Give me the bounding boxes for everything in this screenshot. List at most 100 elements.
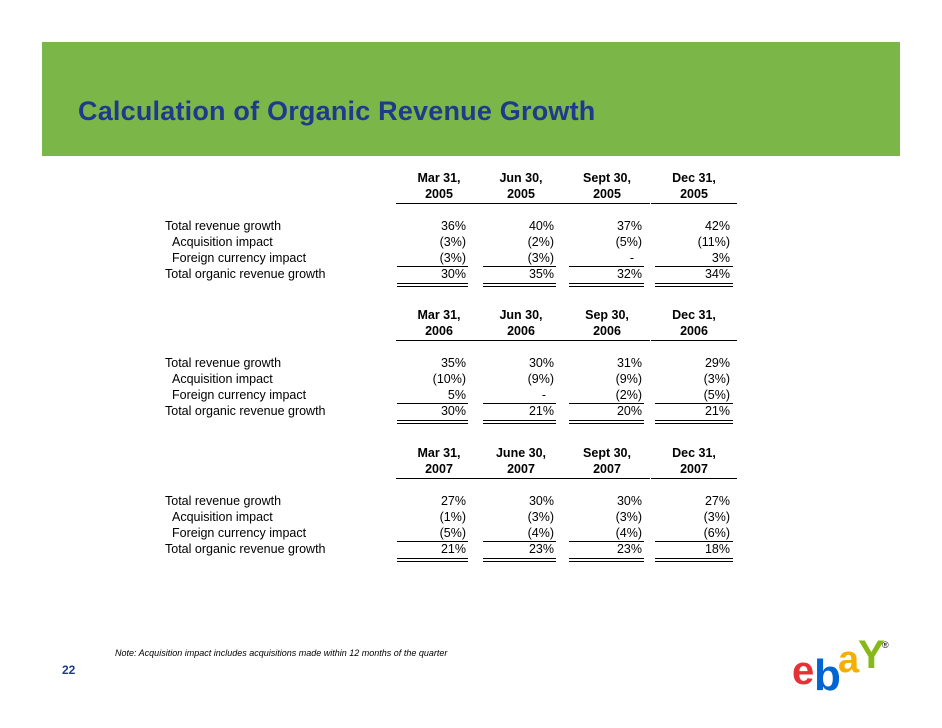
header-period: Mar 31, (417, 308, 461, 322)
row-label: Foreign currency impact (172, 388, 307, 402)
subtotal-rule (655, 403, 733, 404)
cell-value: (3%) (439, 235, 466, 249)
cell-value: 23% (616, 542, 642, 556)
row-label: Acquisition impact (172, 235, 273, 249)
column-header: Dec 31, 2005 (651, 170, 737, 204)
row-label: Total organic revenue growth (165, 542, 326, 556)
total-double-rule (483, 558, 556, 562)
subtotal-rule (397, 541, 468, 542)
column-header: Sept 30, 2005 (564, 170, 650, 204)
header-period: Mar 31, (417, 446, 461, 460)
cell-value: (3%) (615, 510, 642, 524)
table-row: Total revenue growth 35% 30% 31% 29% (0, 355, 942, 371)
header-period: Dec 31, (672, 446, 716, 460)
cell-value: (5%) (703, 388, 730, 402)
total-double-rule (569, 420, 644, 424)
header-period: June 30, (495, 446, 547, 460)
cell-value: 5% (447, 388, 466, 402)
cell-value: (3%) (703, 510, 730, 524)
cell-value: - (541, 388, 546, 402)
table-row: Foreign currency impact 5% - (2%) (5%) (0, 387, 942, 403)
header-period: Jun 30, (499, 171, 543, 185)
header-year: 2007 (396, 461, 482, 479)
column-header: Dec 31, 2006 (651, 307, 737, 341)
title-banner (42, 42, 900, 156)
cell-value: (1%) (439, 510, 466, 524)
subtotal-rule (483, 541, 556, 542)
registered-mark: ® (882, 640, 889, 650)
cell-value: 32% (616, 267, 642, 281)
header-year: 2007 (478, 461, 564, 479)
cell-value: 27% (704, 494, 730, 508)
logo-letter-a: a (838, 639, 860, 681)
cell-value: (5%) (615, 235, 642, 249)
cell-value: (2%) (527, 235, 554, 249)
cell-value: 36% (440, 219, 466, 233)
header-period: Sep 30, (585, 308, 629, 322)
row-label: Foreign currency impact (172, 526, 307, 540)
cell-value: 31% (616, 356, 642, 370)
row-label: Total organic revenue growth (165, 267, 326, 281)
cell-value: (3%) (703, 372, 730, 386)
subtotal-rule (397, 403, 468, 404)
subtotal-rule (569, 266, 644, 267)
cell-value: 21% (440, 542, 466, 556)
logo-letter-b: b (814, 651, 841, 694)
cell-value: 3% (711, 251, 730, 265)
cell-value: 27% (440, 494, 466, 508)
subtotal-rule (397, 266, 468, 267)
header-year: 2006 (564, 323, 650, 341)
cell-value: 29% (704, 356, 730, 370)
cell-value: (9%) (615, 372, 642, 386)
header-period: Dec 31, (672, 171, 716, 185)
header-year: 2005 (651, 186, 737, 204)
column-header: Jun 30, 2005 (478, 170, 564, 204)
row-label: Foreign currency impact (172, 251, 307, 265)
cell-value: 34% (704, 267, 730, 281)
subtotal-rule (483, 403, 556, 404)
cell-value: (6%) (703, 526, 730, 540)
cell-value: 30% (616, 494, 642, 508)
column-header: June 30, 2007 (478, 445, 564, 479)
total-double-rule (483, 420, 556, 424)
subtotal-rule (569, 541, 644, 542)
cell-value: (3%) (439, 251, 466, 265)
logo-letter-y: Y (858, 633, 885, 677)
cell-value: (10%) (432, 372, 466, 386)
cell-value: 20% (616, 404, 642, 418)
table-row: Foreign currency impact (3%) (3%) - 3% (0, 250, 942, 266)
header-period: Jun 30, (499, 308, 543, 322)
total-double-rule (483, 283, 556, 287)
column-header: Mar 31, 2006 (396, 307, 482, 341)
header-period: Sept 30, (583, 171, 631, 185)
header-year: 2007 (564, 461, 650, 479)
row-label: Total revenue growth (165, 356, 282, 370)
table-row: Total revenue growth 36% 40% 37% 42% (0, 218, 942, 234)
column-header: Jun 30, 2006 (478, 307, 564, 341)
table-row: Total organic revenue growth 21% 23% 23%… (0, 541, 942, 557)
cell-value: (4%) (527, 526, 554, 540)
cell-value: (3%) (527, 251, 554, 265)
total-double-rule (655, 420, 733, 424)
cell-value: (3%) (527, 510, 554, 524)
table-row: Acquisition impact (1%) (3%) (3%) (3%) (0, 509, 942, 525)
cell-value: 40% (528, 219, 554, 233)
total-double-rule (397, 420, 468, 424)
table-row: Foreign currency impact (5%) (4%) (4%) (… (0, 525, 942, 541)
row-label: Total revenue growth (165, 219, 282, 233)
subtotal-rule (569, 403, 644, 404)
header-period: Mar 31, (417, 171, 461, 185)
cell-value: 21% (528, 404, 554, 418)
cell-value: 30% (440, 404, 466, 418)
total-double-rule (397, 558, 468, 562)
cell-value: (2%) (615, 388, 642, 402)
total-double-rule (655, 558, 733, 562)
cell-value: 30% (528, 356, 554, 370)
total-double-rule (655, 283, 733, 287)
table-row: Total organic revenue growth 30% 21% 20%… (0, 403, 942, 419)
row-label: Acquisition impact (172, 510, 273, 524)
cell-value: 18% (704, 542, 730, 556)
column-header: Mar 31, 2005 (396, 170, 482, 204)
header-year: 2005 (396, 186, 482, 204)
logo-letter-e: e (792, 649, 814, 693)
